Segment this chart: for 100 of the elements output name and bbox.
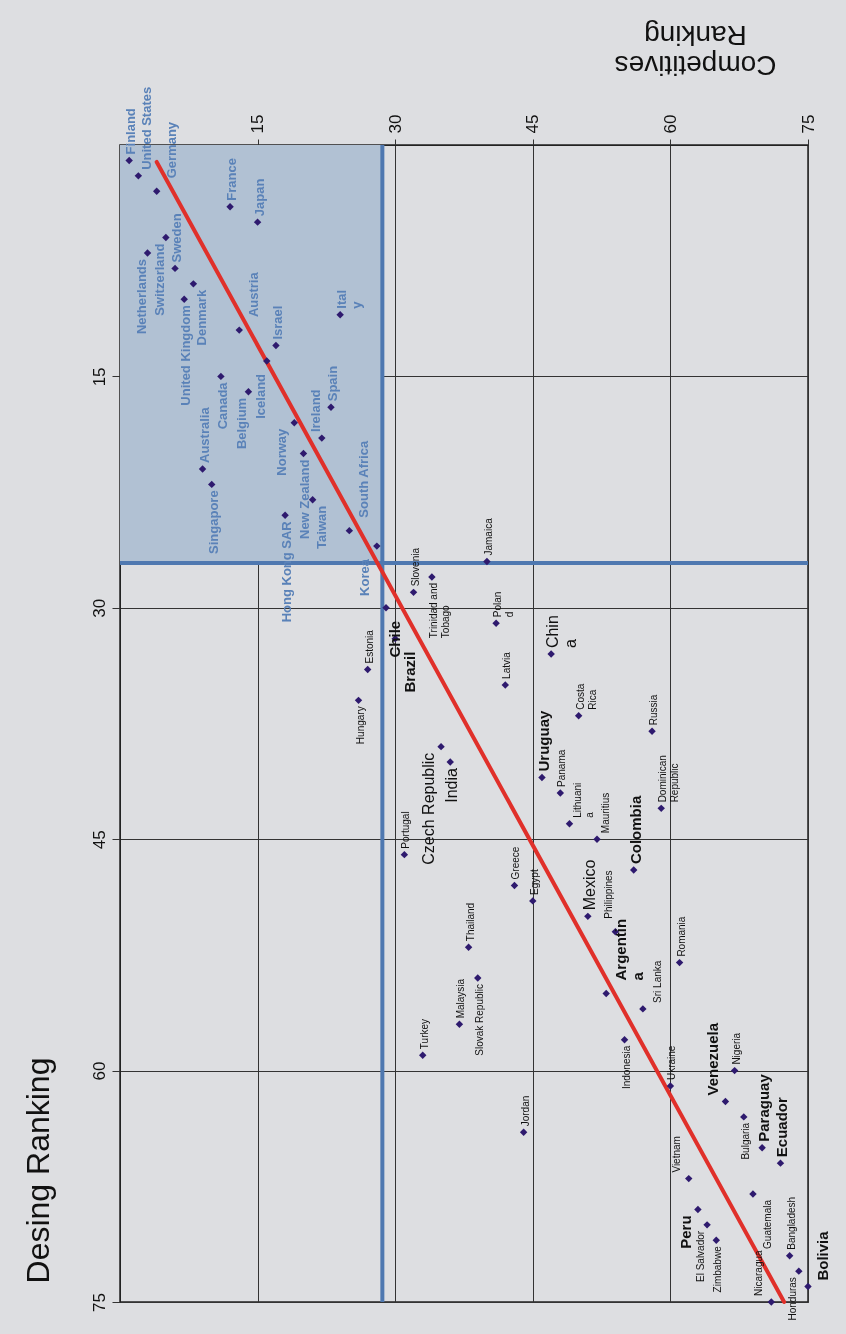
data-label: Denmark	[194, 289, 210, 346]
data-label: Zimbabwe	[712, 1245, 724, 1293]
data-label: South Africa	[356, 440, 372, 518]
point	[143, 249, 152, 257]
data-label: Bolivia	[814, 1230, 831, 1281]
point	[538, 773, 546, 782]
data-label: Portugal	[400, 811, 412, 849]
point	[235, 326, 243, 334]
y-tick-label: 75	[89, 1293, 109, 1312]
point	[492, 619, 500, 627]
point	[565, 820, 574, 828]
point	[730, 1066, 739, 1075]
data-label: Nicaragua	[753, 1249, 765, 1296]
point	[217, 372, 225, 381]
data-label: Chile	[386, 620, 404, 658]
data-label: Mauritius	[600, 792, 612, 834]
point	[776, 1159, 785, 1167]
data-label: Argentin a	[612, 918, 647, 981]
point	[785, 1252, 794, 1260]
data-label: Honduras	[786, 1277, 798, 1321]
data-label: Norway	[274, 427, 290, 476]
data-label: Indonesia	[620, 1045, 632, 1090]
data-label: Sweden	[169, 213, 185, 263]
data-label: Colombia	[626, 795, 644, 865]
y-tick-label: 60	[89, 1061, 109, 1081]
point	[694, 1205, 702, 1214]
point	[657, 804, 665, 813]
data-label: Japan	[251, 178, 267, 217]
data-label: Romania	[675, 916, 687, 957]
y-axis-title: Desing Ranking	[19, 1057, 56, 1284]
point	[189, 280, 198, 288]
data-label: Switzerland	[151, 243, 167, 316]
point	[510, 881, 519, 890]
point	[804, 1282, 812, 1291]
data-label: Trinidad and Tobago	[427, 582, 451, 639]
point	[299, 449, 308, 458]
point	[740, 1113, 748, 1121]
data-label: Greece	[510, 846, 522, 880]
data-label: Slovak Republic	[473, 984, 485, 1056]
point	[519, 1128, 528, 1137]
y-tick-label: 45	[89, 830, 109, 850]
data-label: Panama	[556, 749, 568, 787]
point	[455, 1020, 464, 1029]
point	[253, 218, 262, 226]
data-label: Germany	[163, 121, 179, 179]
data-label: Philippines	[603, 870, 615, 919]
data-label: Ital y	[334, 289, 365, 309]
data-label: Canada	[214, 381, 230, 430]
data-label: Venezuela	[704, 1022, 722, 1096]
x-tick-label: 15	[248, 114, 268, 134]
data-label: Finland	[123, 108, 139, 155]
data-label: Polan d	[492, 591, 516, 618]
point	[290, 418, 298, 427]
point	[226, 203, 234, 211]
data-label: Ecuador	[773, 1096, 791, 1158]
data-label: Israel	[269, 305, 285, 340]
point	[446, 758, 454, 766]
point	[795, 1267, 803, 1275]
data-label: Hungary	[354, 706, 366, 745]
data-label: Peru	[676, 1215, 694, 1249]
x-axis-title: Competitives Ranking	[614, 19, 777, 81]
data-label: New Zealand	[297, 459, 313, 539]
data-label: Jamaica	[482, 517, 494, 556]
data-label: Iceland	[252, 373, 268, 419]
data-label: Taiwan	[313, 505, 329, 549]
data-label: Bulgaria	[739, 1122, 751, 1160]
data-label: Nigeria	[730, 1032, 742, 1065]
x-tick-label: 45	[523, 114, 543, 134]
point	[620, 1036, 629, 1044]
point	[134, 172, 143, 180]
point	[419, 1051, 427, 1059]
data-label: Latvia	[501, 651, 513, 679]
data-label: Uruguay	[534, 709, 552, 772]
point	[400, 850, 409, 859]
point	[767, 1298, 776, 1306]
point	[180, 295, 188, 303]
data-label: Australia	[196, 406, 212, 463]
data-label: Egypt	[528, 869, 540, 895]
data-label: Costa Rica	[574, 683, 598, 710]
point	[437, 742, 445, 751]
x-tick-label: 75	[798, 114, 818, 134]
point	[244, 388, 253, 396]
data-label: United States	[139, 86, 155, 170]
data-label: Ukraine	[666, 1045, 678, 1081]
point	[171, 264, 179, 273]
point	[409, 588, 418, 597]
data-label: France	[224, 158, 240, 201]
point	[125, 156, 133, 165]
point	[758, 1144, 766, 1152]
data-label: Brazil	[401, 651, 419, 693]
point	[501, 681, 509, 689]
data-label: Malaysia	[455, 978, 467, 1019]
data-label: United Kingdom	[178, 305, 194, 406]
point	[529, 897, 537, 905]
point	[198, 465, 207, 473]
point	[336, 310, 344, 319]
point	[602, 989, 610, 998]
point	[281, 511, 289, 519]
point	[162, 233, 170, 242]
x-tick-label: 30	[385, 114, 405, 134]
